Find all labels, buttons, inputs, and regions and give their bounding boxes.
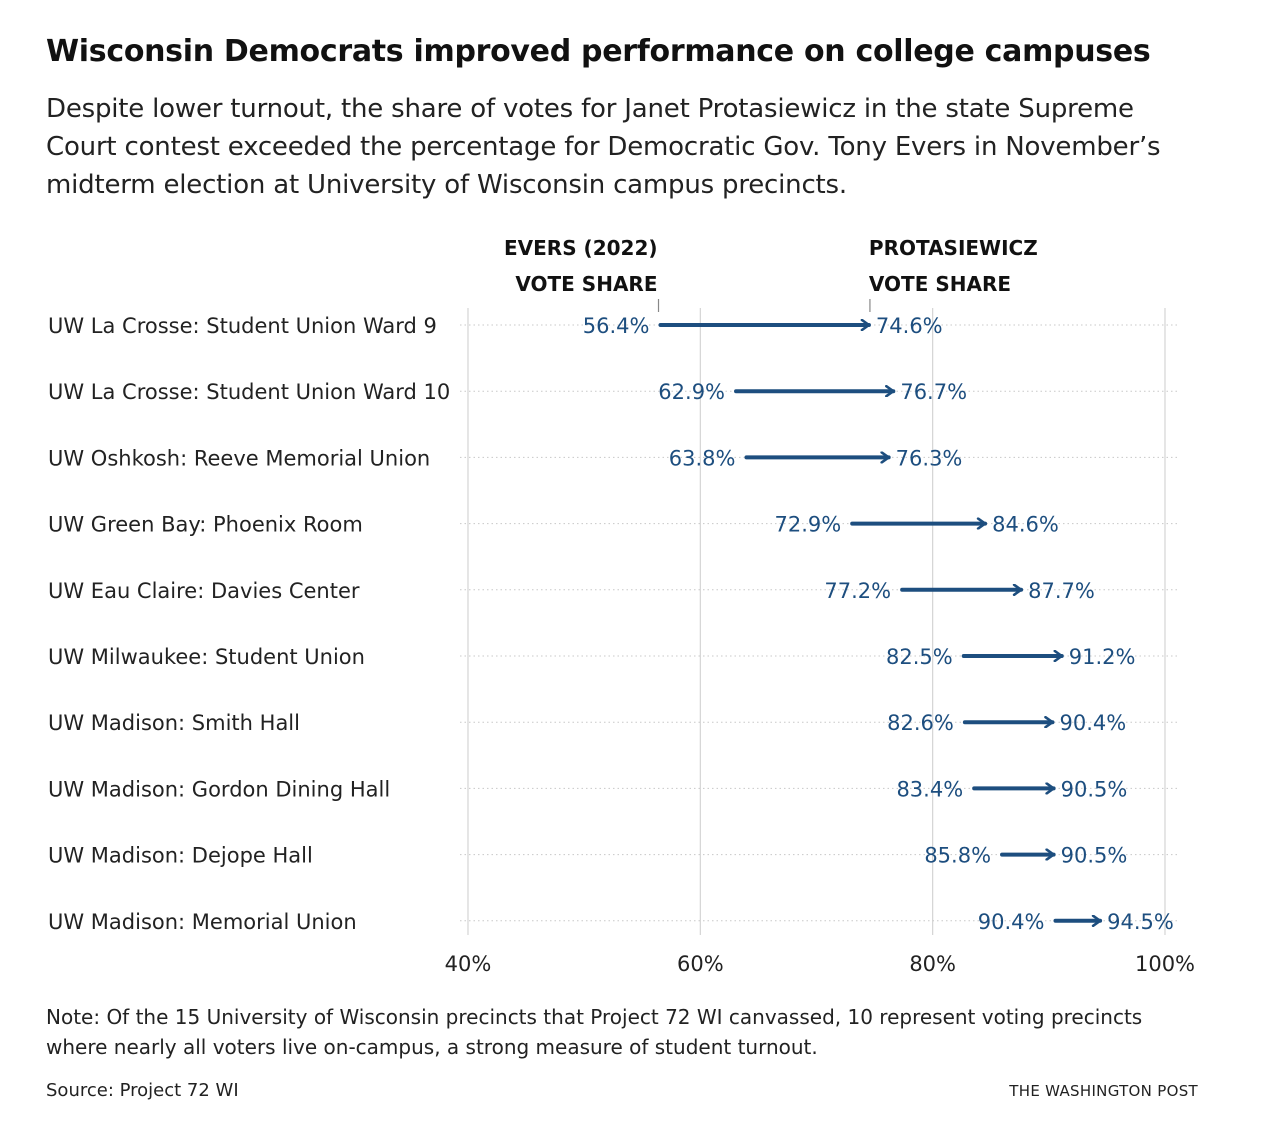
category-label: UW Madison: Dejope Hall [48,844,313,868]
start-value-label: 62.9% [658,380,725,404]
end-value-label: 84.6% [992,513,1059,537]
category-label: UW Madison: Smith Hall [48,711,300,735]
end-value-label: 87.7% [1028,579,1095,603]
chart-row: UW Madison: Gordon Dining Hall 83.4% 90.5% [48,777,1127,801]
start-value-label: 90.4% [978,910,1045,934]
x-tick-label: 80% [909,952,956,976]
x-tick-label: 40% [445,952,492,976]
end-value-label: 91.2% [1069,645,1136,669]
x-tick-label: 60% [677,952,724,976]
series-header-end-line2: VOTE SHARE [869,272,1011,296]
start-value-label: 63.8% [669,446,736,470]
end-value-label: 74.6% [876,314,943,338]
publisher-credit: THE WASHINGTON POST [1009,1082,1198,1100]
end-value-label: 90.5% [1061,777,1128,801]
chart-row: UW La Crosse: Student Union Ward 10 62.9%… [48,380,967,404]
category-label: UW Madison: Memorial Union [48,910,357,934]
chart-row: UW Eau Claire: Davies Center 77.2% 87.7% [48,579,1095,603]
chart-row: UW Oshkosh: Reeve Memorial Union 63.8% 76.… [48,446,962,470]
end-value-label: 94.5% [1107,910,1174,934]
x-tick-label: 100% [1135,952,1195,976]
chart-row: UW Milwaukee: Student Union 82.5% 91.2% [48,645,1135,669]
start-value-label: 77.2% [824,579,891,603]
chart-rows: UW La Crosse: Student Union Ward 9 56.4% 7… [48,314,1174,934]
series-header-start-line2: VOTE SHARE [515,272,657,296]
category-label: UW La Crosse: Student Union Ward 9 [48,314,437,338]
start-value-label: 82.5% [886,645,953,669]
chart-row: UW Madison: Smith Hall 82.6% 90.4% [48,711,1126,735]
start-value-label: 72.9% [774,513,841,537]
series-headers: EVERS (2022) VOTE SHARE PROTASIEWICZ VOTE S… [504,236,1038,312]
chart-row: UW Green Bay: Phoenix Room 72.9% 84.6% [48,513,1059,537]
start-value-label: 83.4% [896,777,963,801]
source-line: Source: Project 72 WI [46,1080,239,1101]
x-axis: 40% 60% 80% 100% [445,952,1195,976]
chart-row: UW Madison: Dejope Hall 85.8% 90.5% [48,844,1127,868]
end-value-label: 90.4% [1059,711,1126,735]
series-header-end-line1: PROTASIEWICZ [869,236,1038,260]
category-label: UW Eau Claire: Davies Center [48,579,360,603]
end-value-label: 90.5% [1061,844,1128,868]
category-label: UW La Crosse: Student Union Ward 10 [48,380,450,404]
chart-row: UW Madison: Memorial Union 90.4% 94.5% [48,910,1174,934]
chart-subtitle: Despite lower turnout, the share of vote… [46,94,1161,200]
category-label: UW Milwaukee: Student Union [48,645,365,669]
chart-row: UW La Crosse: Student Union Ward 9 56.4% 7… [48,314,943,338]
end-value-label: 76.7% [900,380,967,404]
chart-title: Wisconsin Democrats improved performance… [46,34,1151,69]
start-value-label: 82.6% [887,711,954,735]
end-value-label: 76.3% [896,446,963,470]
category-label: UW Green Bay: Phoenix Room [48,513,363,537]
arrow-chart: EVERS (2022) VOTE SHARE PROTASIEWICZ VOTE S… [48,236,1195,976]
footnote: Note: Of the 15 University of Wisconsin … [46,1005,1143,1059]
series-header-start-line1: EVERS (2022) [504,236,658,260]
category-label: UW Madison: Gordon Dining Hall [48,777,390,801]
gridlines [460,308,1178,935]
start-value-label: 85.8% [924,844,991,868]
start-value-label: 56.4% [583,314,650,338]
category-label: UW Oshkosh: Reeve Memorial Union [48,446,430,470]
